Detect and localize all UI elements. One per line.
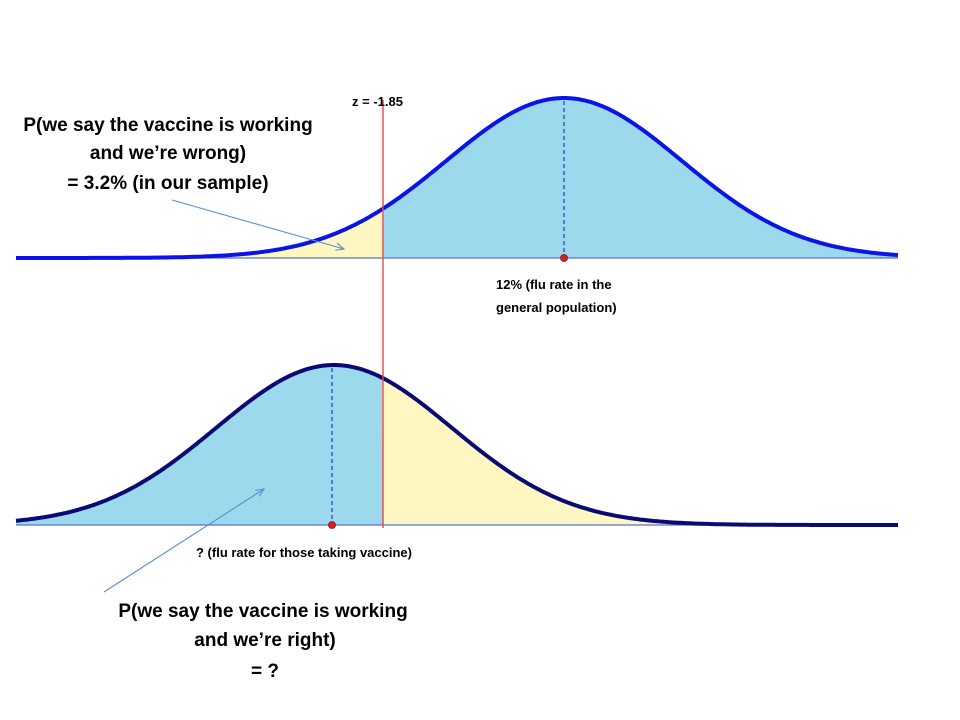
top-mean-dot	[560, 254, 568, 262]
top-mean-label-line2: general population)	[496, 300, 617, 315]
z-score-label: z = -1.85	[352, 94, 403, 109]
bottom-distribution	[15, 363, 898, 529]
top-annotation-line3: = 3.2% (in our sample)	[67, 173, 268, 194]
bottom-right-area	[383, 378, 898, 525]
top-annotation-line1: P(we say the vaccine is working	[23, 115, 312, 136]
top-main-area	[383, 98, 898, 258]
top-distribution	[16, 96, 899, 262]
top-distribution-curve	[16, 96, 899, 260]
bottom-annotation-line1: P(we say the vaccine is working	[118, 601, 407, 622]
bottom-mean-label: ? (flu rate for those taking vaccine)	[196, 545, 412, 560]
bottom-mean-dot	[328, 521, 336, 529]
bottom-annotation-line3: = ?	[251, 661, 279, 682]
top-annotation-line2: and we’re wrong)	[90, 143, 246, 164]
bottom-distribution-curve	[15, 363, 898, 527]
top-left-tail-area	[16, 209, 383, 258]
top-mean-label-line1: 12% (flu rate in the	[496, 277, 612, 292]
bottom-annotation-line2: and we’re right)	[194, 630, 335, 651]
bottom-annotation-arrow	[103, 489, 264, 593]
bottom-left-area	[16, 365, 383, 525]
top-annotation-arrow	[171, 199, 344, 249]
